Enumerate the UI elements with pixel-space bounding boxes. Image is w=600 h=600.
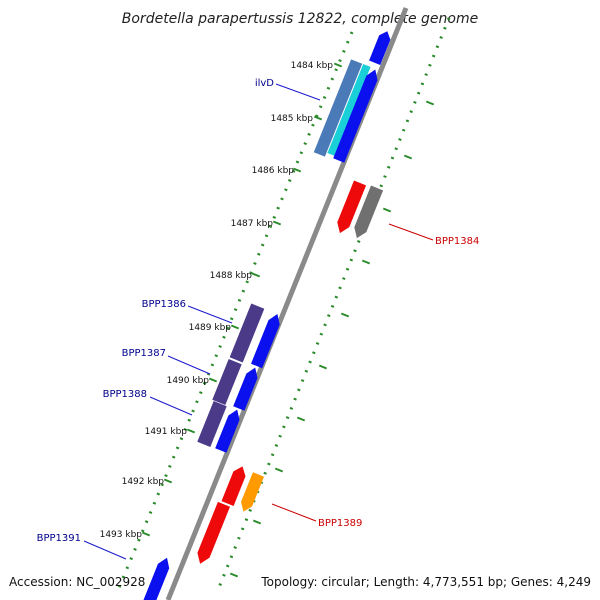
gene-bpp1389-orange xyxy=(241,472,264,512)
tick-dash xyxy=(313,115,323,121)
topology-text: Topology: circular; Length: 4,773,551 bp… xyxy=(260,575,591,589)
gene-blue-bottom xyxy=(143,557,170,600)
gene-bpp1388-purple xyxy=(197,401,227,447)
tick-dash xyxy=(292,167,302,173)
gene-label-bpp1388: BPP1388 xyxy=(103,389,147,400)
leader-bpp1387 xyxy=(167,355,211,375)
inner-dotted-track xyxy=(116,31,354,591)
tick-dash xyxy=(333,62,343,68)
scale-label: 1490 kbp xyxy=(167,376,210,386)
scale-labels: 1484 kbp 1485 kbp 1486 kbp 1487 kbp 1488… xyxy=(100,61,334,540)
leader-bpp1386 xyxy=(187,305,233,324)
tick-dash xyxy=(340,312,350,318)
gene-label-bpp1391: BPP1391 xyxy=(37,533,81,544)
tick-dash xyxy=(318,364,328,370)
tick-dash xyxy=(186,428,196,434)
tick-dash xyxy=(274,467,284,473)
scale-label: 1488 kbp xyxy=(210,271,253,281)
gene-label-bpp1387: BPP1387 xyxy=(122,348,166,359)
tick-dash xyxy=(251,272,261,278)
label-leaders xyxy=(83,83,434,560)
gene-ilvd-steelblue xyxy=(313,59,363,157)
tick-dash xyxy=(163,478,173,484)
scale-ticks xyxy=(141,62,435,578)
leader-ilvd xyxy=(275,83,321,101)
tick-dash xyxy=(403,154,413,160)
gene-ilvd-cyan xyxy=(327,64,371,156)
genes xyxy=(143,31,391,600)
gene-blue-top xyxy=(369,31,391,65)
gene-label-bpp1386: BPP1386 xyxy=(142,299,186,310)
tick-dash xyxy=(425,100,435,106)
accession-text: Accession: NC_002928 xyxy=(9,575,145,589)
tick-dash xyxy=(382,207,392,213)
tick-dash xyxy=(229,572,239,578)
tick-dash xyxy=(141,531,151,537)
gene-bpp1384-gray xyxy=(354,185,384,239)
gene-red-bpp1389a xyxy=(221,466,246,506)
scale-label: 1485 kbp xyxy=(271,114,314,124)
leader-bpp1391 xyxy=(83,540,127,560)
tick-dash xyxy=(252,519,262,525)
gene-blue-1386 xyxy=(251,314,280,369)
tick-dash xyxy=(230,324,240,330)
scale-label: 1493 kbp xyxy=(100,530,143,540)
tick-dash xyxy=(296,416,306,422)
leader-bpp1389 xyxy=(271,503,317,522)
scale-label: 1491 kbp xyxy=(145,427,188,437)
gene-blue-ilvd-pair xyxy=(333,69,378,163)
tick-dash xyxy=(208,377,218,383)
gene-label-bpp1384: BPP1384 xyxy=(435,236,479,247)
gene-label-ilvd: ilvD xyxy=(255,78,274,89)
map-title: Bordetella parapertussis 12822, complete… xyxy=(122,11,478,27)
scale-label: 1486 kbp xyxy=(252,166,295,176)
gene-red-bpp1383 xyxy=(337,180,367,234)
gene-labels: ilvD BPP1384 BPP1386 BPP1387 BPP1388 BPP… xyxy=(37,78,480,544)
scale-label: 1492 kbp xyxy=(122,477,165,487)
leader-bpp1388 xyxy=(149,396,193,416)
tick-dash xyxy=(361,259,371,265)
gene-label-bpp1389: BPP1389 xyxy=(318,518,362,529)
leader-bpp1384 xyxy=(388,223,434,241)
gene-bpp1387-purple xyxy=(212,359,242,405)
gene-red-bpp1390 xyxy=(197,501,230,564)
gene-blue-1388 xyxy=(215,409,240,453)
scale-label: 1489 kbp xyxy=(189,323,232,333)
gene-bpp1386-purple xyxy=(229,303,265,363)
tick-dash xyxy=(272,220,282,226)
gene-blue-1387 xyxy=(233,367,258,411)
scale-label: 1484 kbp xyxy=(291,61,334,71)
scale-label: 1487 kbp xyxy=(231,219,274,229)
